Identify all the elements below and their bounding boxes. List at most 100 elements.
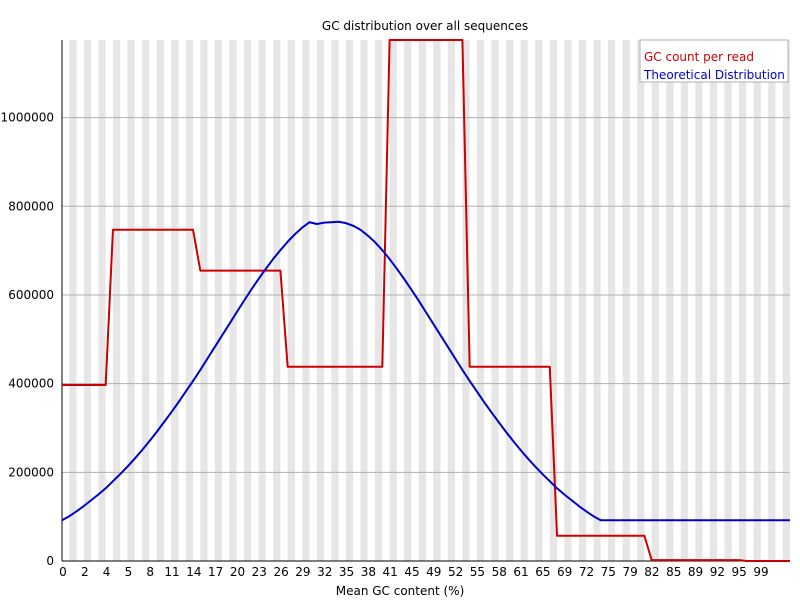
background-stripe xyxy=(651,40,659,561)
x-tick-label: 89 xyxy=(688,565,703,579)
background-stripe xyxy=(214,40,223,561)
background-stripe xyxy=(455,40,463,561)
background-stripe xyxy=(775,40,783,561)
background-stripe xyxy=(571,40,579,561)
x-tick-label: 58 xyxy=(492,565,507,579)
x-tick-label: 17 xyxy=(208,565,223,579)
background-stripe xyxy=(724,40,732,561)
background-stripe xyxy=(498,40,507,561)
background-stripe xyxy=(134,40,143,561)
x-tick-label: 32 xyxy=(317,565,332,579)
background-stripe xyxy=(142,40,150,561)
x-tick-label: 95 xyxy=(732,565,747,579)
background-stripe xyxy=(287,40,295,561)
background-stripe xyxy=(629,40,638,561)
background-stripe xyxy=(389,40,397,561)
background-stripe xyxy=(338,40,346,561)
series-lines xyxy=(61,39,790,562)
x-tick-label: 8 xyxy=(146,565,154,579)
x-tick-label: 75 xyxy=(601,565,616,579)
background-stripe xyxy=(622,40,630,561)
x-tick-label: 23 xyxy=(252,565,267,579)
background-stripe xyxy=(549,40,558,561)
background-stripe xyxy=(586,40,594,561)
background-stripe xyxy=(273,40,281,561)
background-stripe xyxy=(608,40,616,561)
background-stripe xyxy=(76,40,84,561)
background-stripe xyxy=(782,40,790,561)
background-stripe xyxy=(396,40,405,561)
x-tick-label: 92 xyxy=(710,565,725,579)
background-stripe xyxy=(702,40,710,561)
x-tick-label: 2 xyxy=(81,565,89,579)
background-stripe xyxy=(98,40,106,561)
background-stripe xyxy=(520,40,528,561)
legend-entry-gc-count: GC count per read xyxy=(644,50,754,64)
background-stripe xyxy=(506,40,514,561)
background-stripe xyxy=(404,40,412,561)
background-stripe xyxy=(447,40,456,561)
background-stripe xyxy=(542,40,550,561)
background-stripe xyxy=(593,40,601,561)
background-stripe xyxy=(433,40,441,561)
background-stripe xyxy=(244,40,252,561)
background-stripe xyxy=(280,40,288,561)
x-tick-label: 45 xyxy=(404,565,419,579)
background-stripe xyxy=(193,40,201,561)
x-tick-label: 35 xyxy=(339,565,354,579)
series-gc-count-per-read xyxy=(62,39,790,562)
x-tick-label: 5 xyxy=(125,565,133,579)
background-stripe xyxy=(637,40,645,561)
background-stripe xyxy=(753,40,761,561)
x-tick-label: 79 xyxy=(622,565,637,579)
legend-entry-theoretical: Theoretical Distribution xyxy=(643,68,785,82)
background-stripe xyxy=(709,40,718,561)
x-tick-label: 4 xyxy=(103,565,111,579)
background-stripe xyxy=(324,40,332,561)
background-stripe xyxy=(615,40,623,561)
x-tick-label: 29 xyxy=(295,565,310,579)
background-stripe xyxy=(200,40,208,561)
background-stripe xyxy=(564,40,572,561)
x-tick-label: 38 xyxy=(361,565,376,579)
background-stripe xyxy=(375,40,383,561)
y-tick-label: 0 xyxy=(46,554,54,568)
background-stripe xyxy=(426,40,434,561)
background-stripe xyxy=(440,40,448,561)
background-stripe xyxy=(302,40,310,561)
background-stripe xyxy=(600,40,608,561)
background-stripe xyxy=(695,40,703,561)
x-tick-label: 52 xyxy=(448,565,463,579)
background-stripe xyxy=(411,40,419,561)
x-tick-label: 26 xyxy=(273,565,288,579)
y-tick-label: 600000 xyxy=(8,288,54,302)
background-stripe xyxy=(476,40,485,561)
x-tick-label: 20 xyxy=(230,565,245,579)
x-tick-label: 65 xyxy=(535,565,550,579)
x-tick-label: 11 xyxy=(164,565,179,579)
background-stripe xyxy=(680,40,689,561)
x-tick-label: 14 xyxy=(186,565,201,579)
background-stripe xyxy=(127,40,135,561)
background-stripe xyxy=(236,40,244,561)
background-stripe xyxy=(367,40,376,561)
background-stripe xyxy=(382,40,390,561)
y-tick-label: 400000 xyxy=(8,377,54,391)
background-stripe xyxy=(462,40,470,561)
x-tick-label: 55 xyxy=(470,565,485,579)
background-stripe xyxy=(251,40,259,561)
y-tick-label: 800000 xyxy=(8,199,54,213)
background-stripe xyxy=(345,40,354,561)
background-stripe xyxy=(469,40,477,561)
background-stripe xyxy=(353,40,361,561)
background-stripe xyxy=(578,40,587,561)
background-stripe xyxy=(222,40,230,561)
background-stripe xyxy=(418,40,426,561)
background-stripe xyxy=(644,40,652,561)
x-tick-label: 69 xyxy=(557,565,572,579)
x-tick-label: 99 xyxy=(753,565,768,579)
background-stripe xyxy=(229,40,237,561)
y-tick-label: 1000000 xyxy=(1,111,54,125)
legend-box xyxy=(639,39,789,83)
background-stripe xyxy=(294,40,303,561)
